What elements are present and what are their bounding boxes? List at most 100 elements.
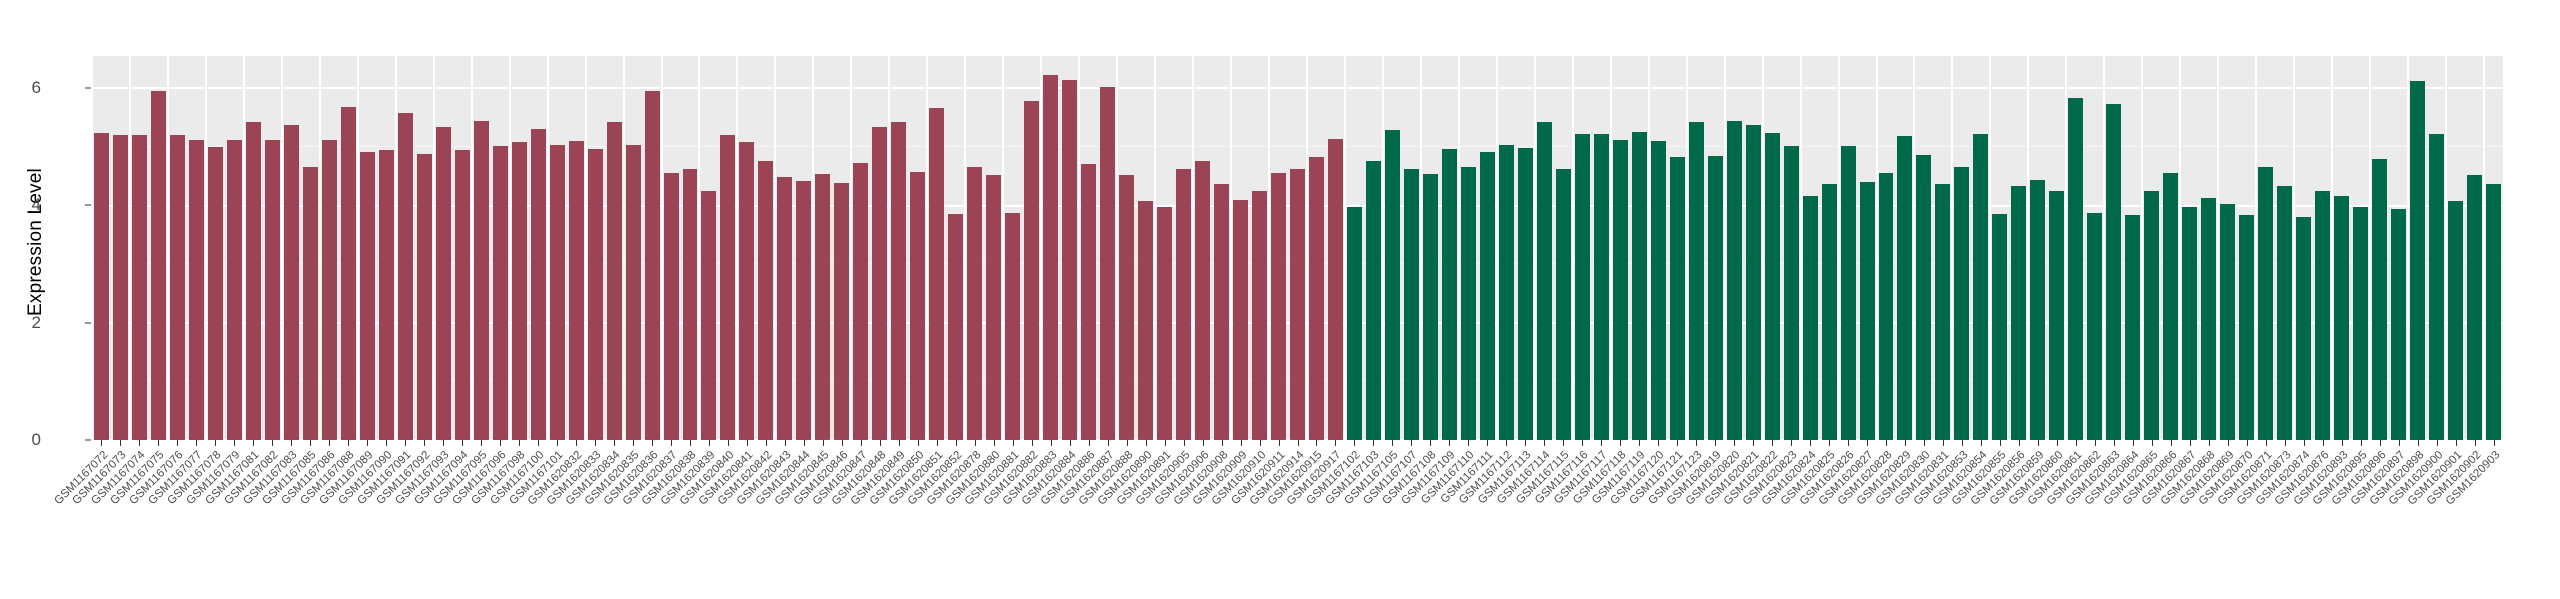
x-axis-tick-mark <box>746 440 748 446</box>
gridline-vertical <box>1343 56 1346 440</box>
bar <box>758 160 774 440</box>
bar <box>530 129 546 440</box>
bar <box>1081 164 1097 440</box>
x-axis-tick-mark <box>443 440 445 446</box>
bar <box>2144 191 2160 440</box>
bar <box>1119 175 1135 440</box>
bar <box>2315 191 2331 440</box>
x-axis-tick-mark <box>1297 440 1299 446</box>
bar <box>796 180 812 440</box>
x-axis-tick-mark <box>2018 440 2020 446</box>
x-axis-tick-mark <box>1259 440 1261 446</box>
bar <box>169 135 185 440</box>
gridline-vertical <box>1837 56 1840 440</box>
x-axis-tick-mark <box>955 440 957 446</box>
gridline-vertical <box>2103 56 2106 440</box>
bar <box>511 142 527 440</box>
x-axis-tick-mark <box>1506 440 1508 446</box>
x-axis-tick-mark <box>310 440 312 446</box>
x-axis-tick-mark <box>234 440 236 446</box>
x-axis-tick-mark <box>1677 440 1679 446</box>
x-axis-tick-mark <box>1164 440 1166 446</box>
x-axis-tick-mark <box>424 440 426 446</box>
bar <box>701 191 717 440</box>
bar <box>397 112 413 440</box>
gridline-vertical <box>394 56 397 440</box>
bar <box>2125 214 2141 440</box>
bar <box>1612 139 1628 440</box>
x-axis-tick-mark <box>1829 440 1831 446</box>
gridline-vertical <box>774 56 777 440</box>
x-axis-tick-mark <box>633 440 635 446</box>
bar <box>2296 217 2312 440</box>
bar <box>2030 179 2046 440</box>
x-axis-tick-mark <box>614 440 616 446</box>
gridline-vertical <box>1761 56 1764 440</box>
gridline-vertical <box>1685 56 1688 440</box>
x-axis-tick-mark <box>519 440 521 446</box>
gridline-vertical <box>432 56 435 440</box>
x-axis-tick-mark <box>1126 440 1128 446</box>
x-axis-tick-mark <box>139 440 141 446</box>
x-axis-tick-mark <box>822 440 824 446</box>
bar <box>929 108 945 440</box>
bar <box>492 145 508 440</box>
x-axis-tick-mark <box>1069 440 1071 446</box>
x-axis-tick-mark <box>671 440 673 446</box>
gridline-vertical <box>660 56 663 440</box>
bar <box>1574 133 1590 440</box>
x-axis-tick-mark <box>1525 440 1527 446</box>
gridline-vertical <box>128 56 131 440</box>
gridline-vertical <box>926 56 929 440</box>
x-axis-tick-mark <box>1810 440 1812 446</box>
x-axis-tick-mark <box>253 440 255 446</box>
x-axis-tick-mark <box>860 440 862 446</box>
bar <box>606 122 622 440</box>
x-axis-tick-mark <box>291 440 293 446</box>
x-axis-tick-mark <box>348 440 350 446</box>
x-axis-tick-mark <box>1278 440 1280 446</box>
x-axis-tick-mark <box>215 440 217 446</box>
bar <box>910 171 926 440</box>
bar <box>1536 122 1552 440</box>
bar <box>2201 198 2217 440</box>
x-axis-tick-mark <box>1696 440 1698 446</box>
bar <box>1384 130 1400 440</box>
gridline-vertical <box>964 56 967 440</box>
x-axis-tick-mark <box>2341 440 2343 446</box>
bar <box>2353 206 2369 440</box>
gridline-minor-horizontal <box>92 145 2503 147</box>
bar <box>1441 149 1457 440</box>
bar <box>321 139 337 440</box>
y-axis-tick-label: 2 <box>31 312 41 332</box>
x-axis-tick-mark <box>1335 440 1337 446</box>
x-axis-tick-mark <box>2265 440 2267 446</box>
bar <box>1992 213 2008 440</box>
gridline-vertical <box>2483 56 2486 440</box>
x-axis-tick-mark <box>2474 440 2476 446</box>
plot-panel <box>92 56 2503 440</box>
bar <box>1422 173 1438 440</box>
bar <box>1555 169 1571 440</box>
bar <box>1707 156 1723 440</box>
gridline-vertical <box>1230 56 1233 440</box>
bar <box>416 153 432 440</box>
x-axis-tick-mark <box>1468 440 1470 446</box>
gridline-vertical <box>736 56 739 440</box>
gridline-vertical <box>1875 56 1878 440</box>
x-axis-tick-mark <box>1240 440 1242 446</box>
bar <box>245 122 261 440</box>
bar <box>568 141 584 440</box>
x-axis-tick-mark <box>1639 440 1641 446</box>
y-axis-tick-label: 4 <box>31 195 41 215</box>
x-axis-tick-mark <box>1183 440 1185 446</box>
x-axis-tick-mark <box>462 440 464 446</box>
bar <box>1897 136 1913 440</box>
bar <box>625 144 641 440</box>
x-axis-tick-mark <box>1487 440 1489 446</box>
bar <box>1005 212 1021 440</box>
x-axis-tick-mark <box>803 440 805 446</box>
bar <box>1783 145 1799 440</box>
x-axis-tick-mark <box>1145 440 1147 446</box>
gridline-vertical <box>584 56 587 440</box>
